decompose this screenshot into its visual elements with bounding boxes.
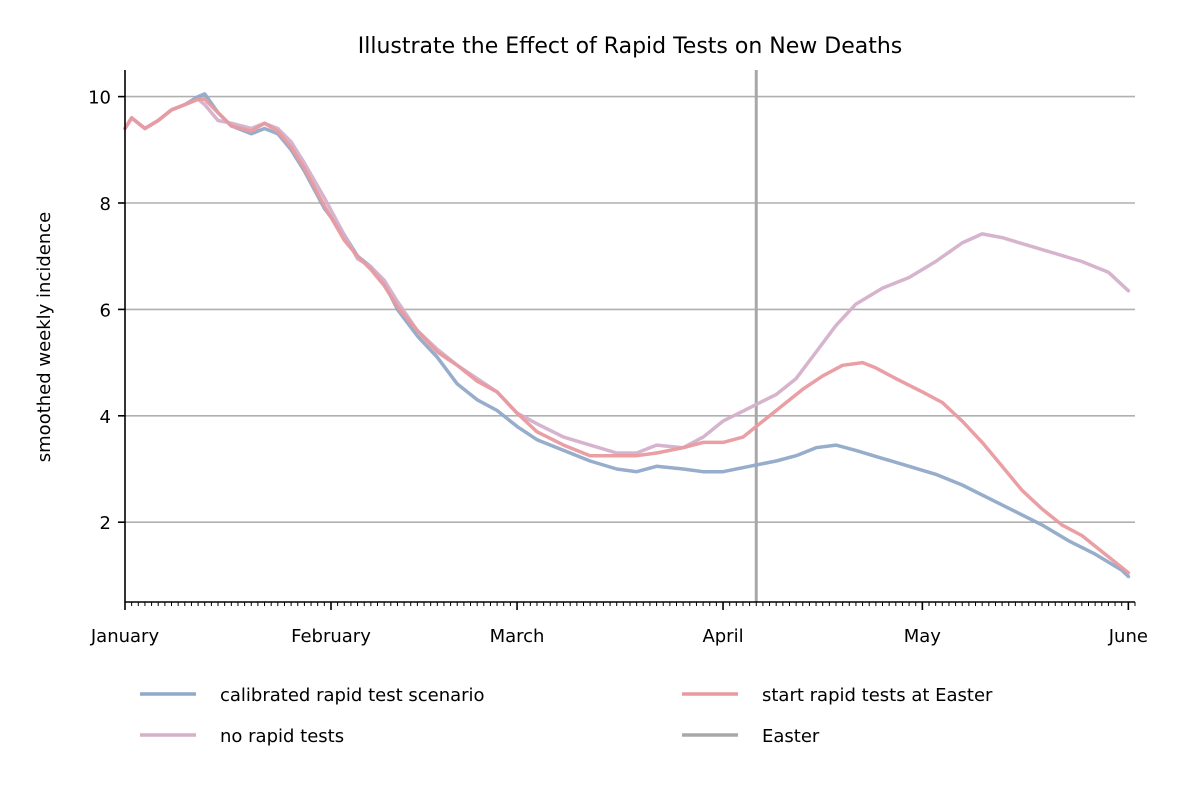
y-tick-label: 4 — [100, 407, 111, 428]
legend-label: calibrated rapid test scenario — [220, 685, 485, 706]
y-tick-label: 6 — [100, 300, 111, 321]
legend-label: no rapid tests — [220, 726, 344, 747]
y-tick-label: 10 — [88, 88, 111, 109]
series-lines — [123, 92, 1131, 579]
legend-label: start rapid tests at Easter — [762, 685, 993, 706]
x-tick-label: April — [702, 626, 743, 647]
x-tick-label: June — [1108, 626, 1148, 647]
series-line — [123, 97, 1131, 575]
x-tick-label: May — [904, 626, 942, 647]
y-tick-label: 8 — [100, 194, 111, 215]
series-line — [123, 97, 1131, 455]
y-axis-ticks: 2 4 6 8 10 — [88, 88, 125, 534]
y-tick-label: 2 — [100, 513, 111, 534]
legend: calibrated rapid test scenario no rapid t… — [140, 685, 993, 747]
x-tick-label: February — [291, 626, 371, 647]
y-axis-label: smoothed weekly incidence — [34, 212, 55, 462]
series-line — [123, 92, 1131, 579]
gridlines — [125, 95, 1135, 524]
x-tick-label: March — [490, 626, 545, 647]
chart-title: Illustrate the Effect of Rapid Tests on … — [358, 34, 903, 59]
x-axis-ticks: January February March April May June — [90, 602, 1148, 647]
x-tick-label: January — [90, 626, 160, 647]
legend-label: Easter — [762, 726, 820, 747]
